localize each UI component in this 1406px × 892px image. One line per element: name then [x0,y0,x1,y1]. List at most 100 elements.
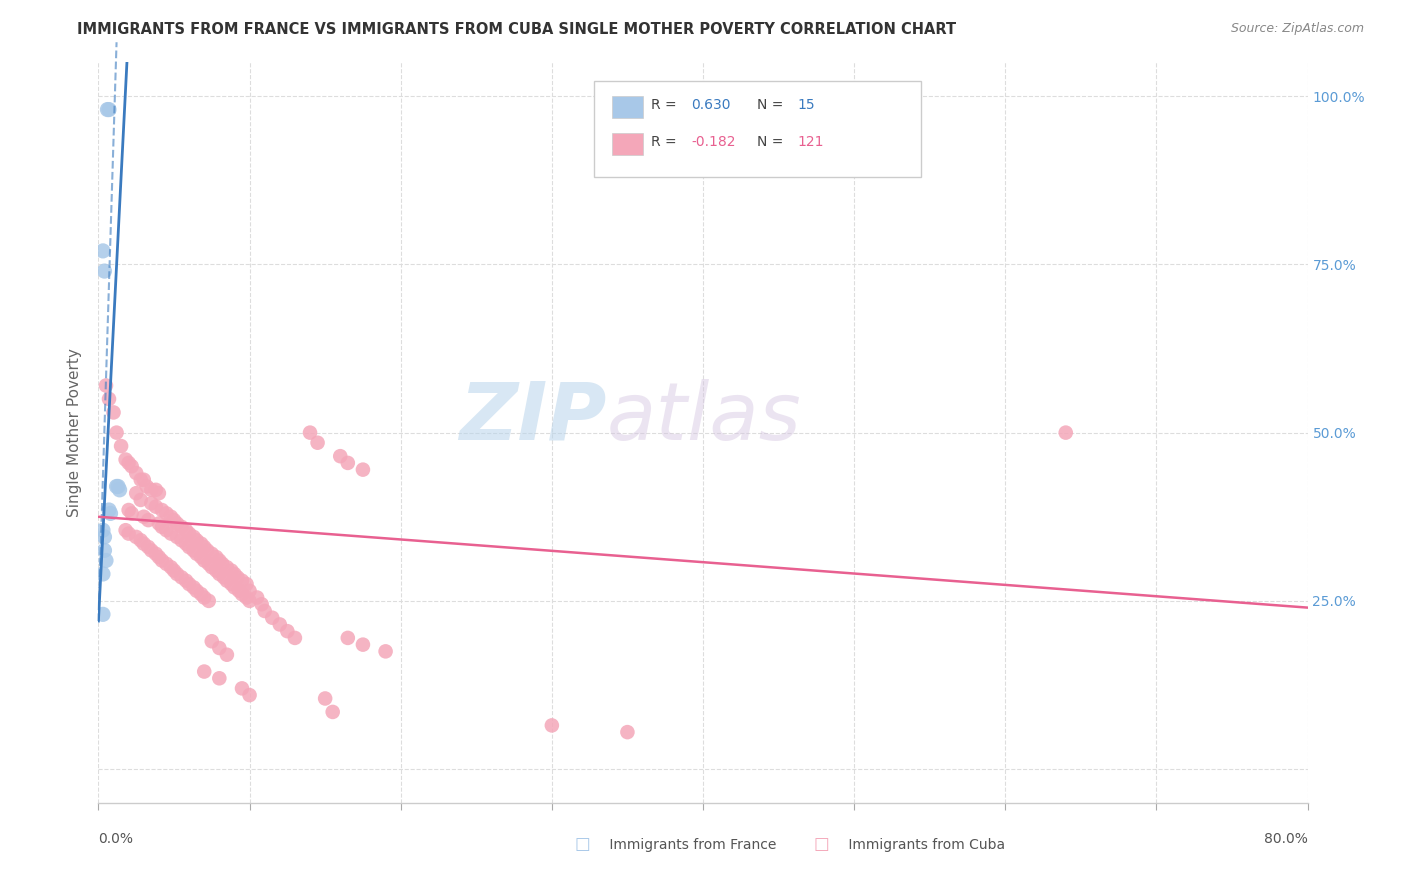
Point [93,264,115,278]
Text: ZIP: ZIP [458,379,606,457]
Point [100,507,122,521]
Point [329,449,352,463]
Text: 121: 121 [797,136,824,149]
Point [150,503,173,517]
Point [226,570,249,584]
Point [314,691,336,706]
Point [193,553,215,567]
Text: N =: N = [758,98,789,112]
Point [174,574,197,588]
Point [186,583,208,598]
Point [93,530,115,544]
Point [208,671,231,685]
Point [250,597,273,611]
Point [174,536,197,550]
Point [129,492,152,507]
Point [136,513,159,527]
Point [91,607,114,622]
Text: 0.0%: 0.0% [98,832,134,846]
Point [224,581,246,595]
Point [118,503,141,517]
Point [246,591,269,605]
Point [239,583,262,598]
Text: □: □ [814,835,830,853]
Point [96,103,118,117]
Point [166,566,188,581]
Text: 0.630: 0.630 [690,98,730,112]
Text: IMMIGRANTS FROM FRANCE VS IMMIGRANTS FROM CUBA SINGLE MOTHER POVERTY CORRELATION: IMMIGRANTS FROM FRANCE VS IMMIGRANTS FRO… [77,22,956,37]
Point [616,725,638,739]
Point [148,516,170,531]
Point [201,634,224,648]
Point [170,533,193,548]
Point [221,564,243,578]
Point [193,540,215,554]
Point [208,640,231,655]
Point [253,604,276,618]
Text: □: □ [575,835,591,853]
Point [170,520,193,534]
Point [239,594,262,608]
Point [195,543,218,558]
Point [155,523,177,537]
Point [94,378,117,392]
Point [201,547,224,561]
Point [110,439,132,453]
Point [262,610,284,624]
Point [155,557,177,571]
Point [163,513,186,527]
Point [107,479,129,493]
Point [307,435,329,450]
Point [228,583,250,598]
Point [166,516,188,531]
Point [205,564,228,578]
Text: R =: R = [651,136,681,149]
Point [148,486,170,500]
Point [98,503,121,517]
Point [231,574,253,588]
Point [211,557,233,571]
Point [183,530,205,544]
Point [322,705,344,719]
Text: R =: R = [651,98,681,112]
Point [108,483,131,497]
Point [276,624,298,639]
Point [160,509,183,524]
Point [135,479,157,493]
Point [170,570,193,584]
Point [235,591,257,605]
Point [179,577,201,591]
Point [174,523,197,537]
Point [352,638,374,652]
FancyBboxPatch shape [595,81,921,178]
Point [105,479,128,493]
Text: Source: ZipAtlas.com: Source: ZipAtlas.com [1230,22,1364,36]
Point [160,526,183,541]
Point [125,466,148,480]
Point [212,570,235,584]
Point [221,577,243,591]
Point [118,526,141,541]
Point [121,507,143,521]
Point [114,452,136,467]
Point [299,425,322,440]
Point [132,536,155,550]
Point [141,543,163,558]
Point [145,500,167,514]
Point [190,587,212,601]
Point [352,462,374,476]
Point [201,560,224,574]
Point [208,553,231,567]
Text: Immigrants from Cuba: Immigrants from Cuba [844,838,1005,852]
Point [132,473,155,487]
Point [125,530,148,544]
Point [205,550,228,565]
Point [166,530,188,544]
Point [336,631,359,645]
Point [284,631,307,645]
Point [150,553,173,567]
Point [336,456,359,470]
Point [190,536,212,550]
Point [215,560,238,574]
Point [186,547,208,561]
